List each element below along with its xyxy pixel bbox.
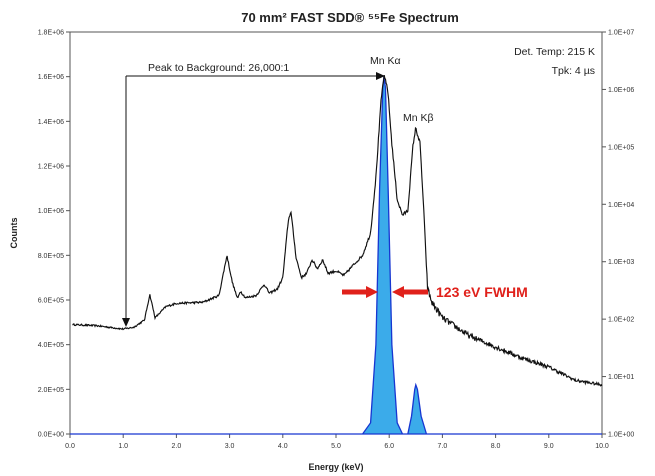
- right-y-tick-label-6: 1.0E+06: [608, 87, 634, 94]
- left-y-axis-ticks: 0.0E+00 2.0E+05 4.0E+05 6.0E+05 8.0E+05 1.0E+…: [38, 30, 70, 439]
- left-y-tick-label-1: 2.0E+05: [38, 387, 64, 394]
- right-y-tick-label-7: 1.0E+07: [608, 30, 634, 37]
- x-tick-label-9: 9.0: [544, 443, 554, 450]
- right-y-tick-label-0: 1.0E+00: [608, 432, 634, 439]
- x-tick-label-1: 1.0: [118, 443, 128, 450]
- detector-temperature-label: Det. Temp: 215 K: [514, 46, 595, 58]
- mn-kb-label: Mn Kβ: [403, 112, 434, 124]
- right-y-axis-ticks: 1.0E+00 1.0E+01 1.0E+02 1.0E+03 1.0E+04 1.0E+…: [602, 30, 634, 439]
- left-y-tick-label-8: 1.6E+06: [38, 74, 64, 81]
- left-y-tick-label-3: 6.0E+05: [38, 298, 64, 305]
- left-y-tick-label-4: 8.0E+05: [38, 253, 64, 260]
- right-y-tick-label-5: 1.0E+05: [608, 144, 634, 151]
- x-tick-label-4: 4.0: [278, 443, 288, 450]
- black-log-spectrum-line: [72, 74, 603, 387]
- peak-background-annotation: Peak to Background: 26,000:1: [122, 59, 385, 327]
- fwhm-label: 123 eV FWHM: [436, 284, 528, 300]
- x-tick-label-10: 10.0: [595, 443, 609, 450]
- peak-to-background-label: Peak to Background: 26,000:1: [148, 62, 289, 74]
- plot-area: [69, 31, 603, 435]
- x-tick-label-8: 8.0: [491, 443, 501, 450]
- x-tick-label-2: 2.0: [172, 443, 182, 450]
- left-y-tick-label-2: 4.0E+05: [38, 342, 64, 349]
- x-axis-ticks: 0.0 1.0 2.0 3.0 4.0 5.0 6.0 7.0 8.0 9.0 10.0: [65, 434, 609, 450]
- chart-title: 70 mm² FAST SDD® ⁵⁵Fe Spectrum: [241, 10, 459, 25]
- x-tick-label-7: 7.0: [438, 443, 448, 450]
- left-y-tick-label-7: 1.4E+06: [38, 119, 64, 126]
- left-y-tick-label-0: 0.0E+00: [38, 432, 64, 439]
- left-y-tick-label-5: 1.0E+06: [38, 208, 64, 215]
- peaking-time-label: Tpk: 4 µs: [552, 65, 595, 77]
- left-y-tick-label-6: 1.2E+06: [38, 164, 64, 171]
- x-tick-label-0: 0.0: [65, 443, 75, 450]
- x-tick-label-5: 5.0: [331, 443, 341, 450]
- fwhm-arrows: [342, 286, 428, 298]
- left-y-tick-label-9: 1.8E+06: [38, 30, 64, 37]
- right-y-tick-label-4: 1.0E+04: [608, 202, 634, 209]
- mn-ka-label: Mn Kα: [370, 55, 401, 67]
- right-y-tick-label-2: 1.0E+02: [608, 317, 634, 324]
- right-y-tick-label-3: 1.0E+03: [608, 259, 634, 266]
- x-tick-label-3: 3.0: [225, 443, 235, 450]
- x-tick-label-6: 6.0: [384, 443, 394, 450]
- right-y-tick-label-1: 1.0E+01: [608, 374, 634, 381]
- y-axis-label: Counts: [9, 218, 19, 249]
- x-axis-label: Energy (keV): [308, 462, 363, 472]
- mn-ka-kb-filled-peaks: [70, 76, 602, 435]
